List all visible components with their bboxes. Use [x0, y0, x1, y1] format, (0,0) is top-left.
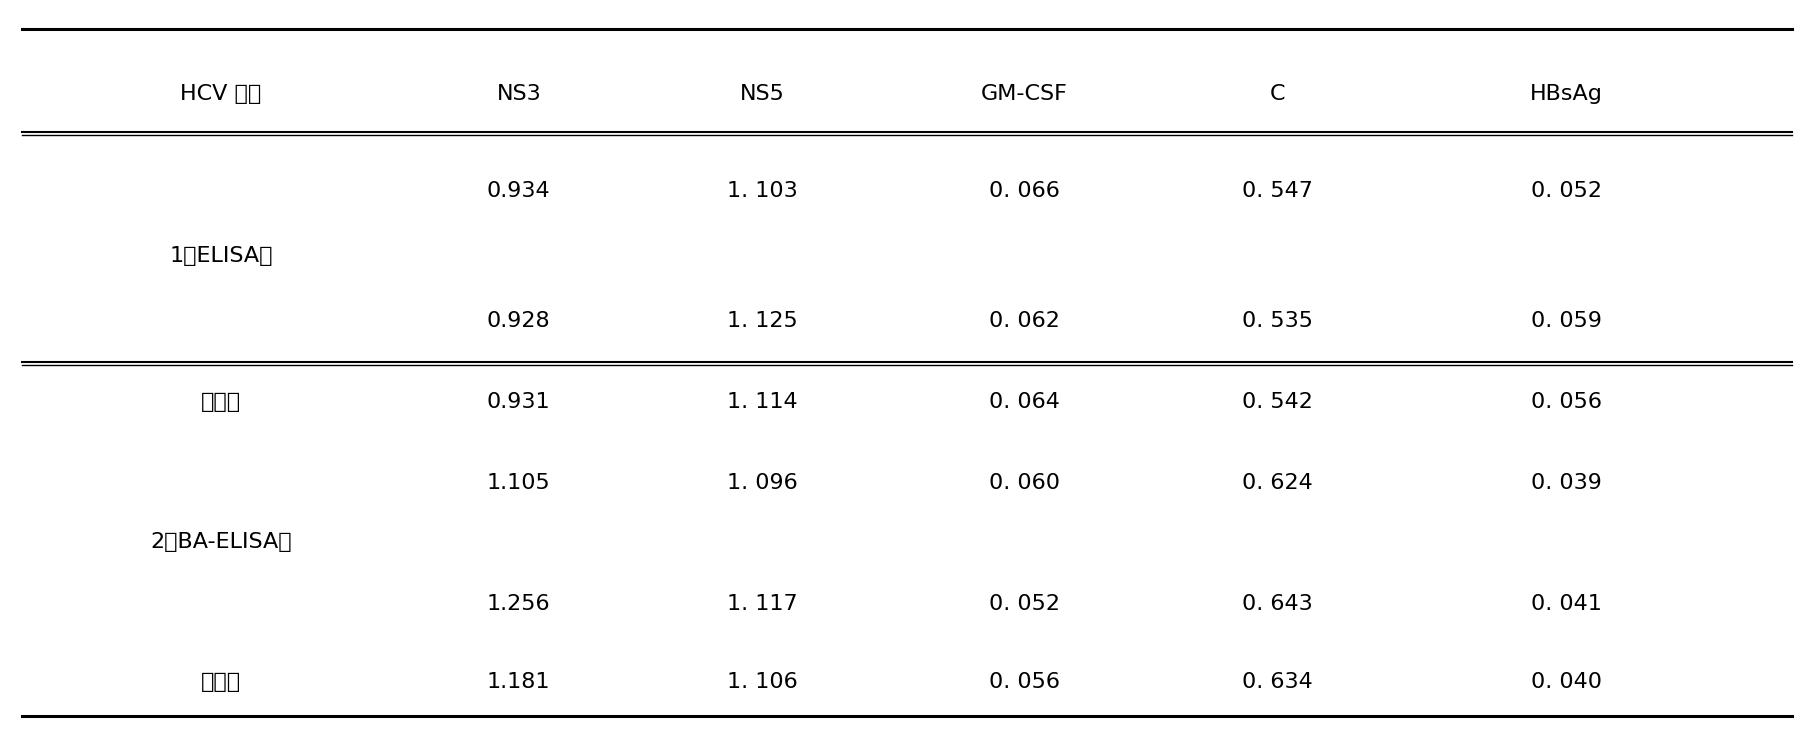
Text: 平均値: 平均値 [201, 392, 241, 412]
Text: NS5: NS5 [740, 85, 785, 105]
Text: 0. 052: 0. 052 [989, 594, 1059, 614]
Text: 0. 060: 0. 060 [989, 473, 1059, 493]
Text: 0. 056: 0. 056 [1531, 392, 1602, 412]
Text: 1. 125: 1. 125 [727, 311, 798, 331]
Text: 0.928: 0.928 [486, 311, 551, 331]
Text: 0. 624: 0. 624 [1243, 473, 1313, 493]
Text: 1. 117: 1. 117 [727, 594, 798, 614]
Text: 0. 052: 0. 052 [1531, 181, 1602, 200]
Text: 0.934: 0.934 [486, 181, 551, 200]
Text: 1. 103: 1. 103 [727, 181, 798, 200]
Text: 1. 114: 1. 114 [727, 392, 798, 412]
Text: 0. 040: 0. 040 [1531, 672, 1602, 692]
Text: HCV 抗体: HCV 抗体 [180, 85, 261, 105]
Text: 1.256: 1.256 [486, 594, 551, 614]
Text: 0. 064: 0. 064 [989, 392, 1059, 412]
Text: 1. 106: 1. 106 [727, 672, 798, 692]
Text: 2（BA-ELISA）: 2（BA-ELISA） [151, 532, 292, 552]
Text: 0.931: 0.931 [486, 392, 551, 412]
Text: 1. 096: 1. 096 [727, 473, 798, 493]
Text: 0. 535: 0. 535 [1241, 311, 1313, 331]
Text: HBsAg: HBsAg [1529, 85, 1602, 105]
Text: GM-CSF: GM-CSF [981, 85, 1068, 105]
Text: 0. 056: 0. 056 [989, 672, 1059, 692]
Text: C: C [1270, 85, 1284, 105]
Text: 平均値: 平均値 [201, 672, 241, 692]
Text: 0. 059: 0. 059 [1531, 311, 1602, 331]
Text: 0. 634: 0. 634 [1243, 672, 1313, 692]
Text: 0. 041: 0. 041 [1531, 594, 1602, 614]
Text: 0. 547: 0. 547 [1243, 181, 1313, 200]
Text: 0. 542: 0. 542 [1243, 392, 1313, 412]
Text: 0. 062: 0. 062 [989, 311, 1059, 331]
Text: 0. 039: 0. 039 [1531, 473, 1602, 493]
Text: 0. 066: 0. 066 [989, 181, 1059, 200]
Text: 1.105: 1.105 [486, 473, 551, 493]
Text: NS3: NS3 [497, 85, 541, 105]
Text: 1（ELISA）: 1（ELISA） [169, 246, 272, 266]
Text: 1.181: 1.181 [486, 672, 550, 692]
Text: 0. 643: 0. 643 [1243, 594, 1313, 614]
